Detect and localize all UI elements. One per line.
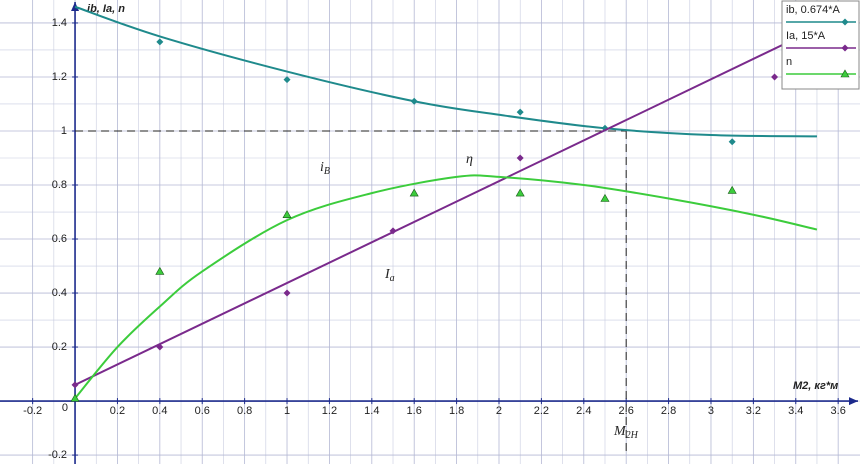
point <box>771 73 779 81</box>
annotation: M2H <box>613 424 639 441</box>
x-tick-label: 2.4 <box>576 405 591 417</box>
annotation-text: M <box>613 424 627 439</box>
point <box>516 154 524 162</box>
fit-line <box>74 27 818 386</box>
point <box>283 76 291 84</box>
point <box>727 185 737 194</box>
annotation-subscript: B <box>324 166 330 177</box>
point <box>156 343 164 351</box>
y-tick-label: -0.2 <box>48 449 67 461</box>
y-axis-label: ib, Ia, n <box>87 3 125 15</box>
point <box>156 38 164 46</box>
x-tick-label: -0.2 <box>23 405 42 417</box>
y-tick-label: 1.2 <box>52 71 67 83</box>
fit-line <box>74 174 818 400</box>
legend-marker <box>841 18 849 26</box>
x-tick-label: 0.2 <box>110 405 125 417</box>
point <box>600 193 610 202</box>
y-tick-label: 1 <box>61 125 67 137</box>
legend-label: Ia, 15*A <box>786 30 826 42</box>
legend-label: ib, 0.674*A <box>786 4 840 16</box>
y-tick-label: 0.4 <box>52 287 67 299</box>
x-tick-label: 1 <box>284 405 290 417</box>
y-tick-label: 0.6 <box>52 233 67 245</box>
x-tick-label: 2.8 <box>661 405 676 417</box>
annotation-text: i <box>320 160 324 175</box>
x-tick-label: 3.6 <box>831 405 846 417</box>
point <box>71 381 79 389</box>
x-tick-label: 1.6 <box>407 405 422 417</box>
y-tick-label: 1.4 <box>52 17 67 29</box>
x-tick-label: 0.8 <box>237 405 252 417</box>
point <box>409 188 419 197</box>
annotation-subscript: a <box>390 273 395 284</box>
point <box>282 210 292 219</box>
x-tick-label: 1.2 <box>322 405 337 417</box>
x-tick-label: 0.4 <box>152 405 167 417</box>
legend-marker <box>840 69 850 78</box>
annotation: iB <box>320 160 330 177</box>
x-axis-label: M2, кг*м <box>793 380 838 392</box>
x-tick-label: 3 <box>708 405 714 417</box>
annotation-text: η <box>466 152 473 167</box>
annotation-subscript: 2H <box>626 430 639 441</box>
legend-marker <box>841 44 849 52</box>
y-tick-label: 0.2 <box>52 341 67 353</box>
point <box>516 108 524 116</box>
x-tick-label: 3.2 <box>746 405 761 417</box>
point <box>389 227 397 235</box>
x-tick-label: 2.2 <box>534 405 549 417</box>
x-axis-arrow <box>849 397 858 406</box>
x-tick-label: 2 <box>496 405 502 417</box>
point <box>410 97 418 105</box>
point <box>155 266 165 275</box>
legend-label: n <box>786 56 792 68</box>
x-tick-label: 0.6 <box>195 405 210 417</box>
x-tick-label: 1.8 <box>449 405 464 417</box>
point <box>728 138 736 146</box>
x-tick-label: 3.4 <box>788 405 803 417</box>
y-axis-arrow <box>71 2 80 11</box>
x-tick-label: 1.4 <box>364 405 379 417</box>
annotation-text: I <box>384 267 391 282</box>
y-tick-label: 0.8 <box>52 179 67 191</box>
fit-line <box>74 5 817 138</box>
point <box>515 188 525 197</box>
point <box>283 289 291 297</box>
annotation: η <box>466 152 473 167</box>
x-tick-label: 0 <box>62 402 68 414</box>
annotation: Ia <box>384 267 395 284</box>
point <box>70 393 80 402</box>
